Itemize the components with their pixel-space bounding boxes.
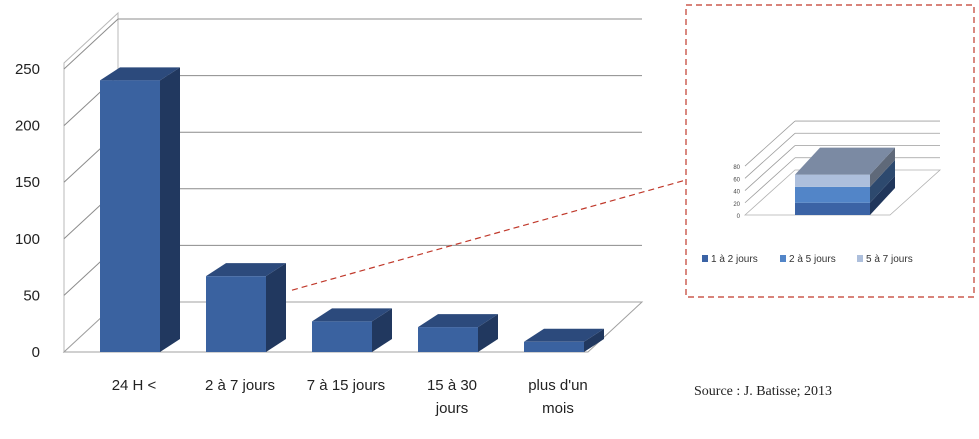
x-tick-label: mois <box>542 400 574 417</box>
y-tick-label: 0 <box>32 344 40 361</box>
x-tick-label: 24 H < <box>112 377 157 394</box>
main-bar-chart: 0 50 100 150 200 250 24 H < 2 à 7 jours 7 à 15 j… <box>15 11 687 417</box>
bar-top <box>524 328 604 342</box>
inset-y-tick-label: 60 <box>733 177 740 183</box>
bar-top <box>206 263 286 277</box>
bar <box>206 276 266 352</box>
inset-y-tick-label: 0 <box>737 214 741 220</box>
bar-side <box>478 314 498 352</box>
bar-side <box>372 308 392 352</box>
inset-gridline-depth <box>744 157 796 204</box>
inset-frame <box>685 4 975 298</box>
inset-y-tick-label: 40 <box>733 190 740 196</box>
inset-gridline-depth <box>744 132 796 179</box>
bar <box>312 321 372 352</box>
inset-legend-swatch <box>702 255 708 262</box>
y-tick-label: 200 <box>15 118 40 135</box>
source-caption: Source : J. Batisse; 2013 <box>694 384 833 399</box>
bar <box>418 327 478 352</box>
x-tick-label: 7 à 15 jours <box>307 377 385 394</box>
y-tick-label: 250 <box>15 61 40 78</box>
inset-bar-segment <box>795 174 870 187</box>
inset-gridline-depth <box>744 145 796 191</box>
x-tick-label: 2 à 7 jours <box>205 377 275 394</box>
inset-legend-label: 1 à 2 jours <box>711 254 758 265</box>
inset-legend-label: 5 à 7 jours <box>866 254 913 265</box>
inset-legend-label: 2 à 5 jours <box>789 254 836 265</box>
bar-top <box>312 308 392 322</box>
y-tick-label: 150 <box>15 174 40 191</box>
inset-bar-side <box>870 147 895 187</box>
y-tick-label: 50 <box>23 287 40 304</box>
inset-bar-side <box>870 159 895 203</box>
bar-side <box>160 67 180 352</box>
inset-legend-swatch <box>780 255 786 262</box>
connector-line <box>291 179 687 291</box>
bar <box>100 80 160 352</box>
y-tick-label: 100 <box>15 231 40 248</box>
x-tick-label: jours <box>435 400 469 417</box>
inset-y-tick-label: 80 <box>733 165 740 171</box>
bar-top <box>100 67 180 81</box>
inset-stacked-chart: 0 20 40 60 80 1 à 2 jours 2 à 5 jours 5 à 7 jou… <box>685 4 975 298</box>
inset-y-tick-label: 20 <box>733 202 740 208</box>
x-tick-label: 15 à 30 <box>427 377 477 394</box>
inset-bar-side <box>870 175 895 215</box>
inset-bar-top <box>795 147 895 175</box>
gridline-depth <box>63 18 119 70</box>
bar-side <box>266 263 286 352</box>
inset-legend-swatch <box>857 255 863 262</box>
inset-bar-segment <box>795 202 870 215</box>
bar-top <box>418 314 498 328</box>
bar <box>524 341 584 352</box>
bar-side <box>584 328 604 352</box>
inset-bar-segment <box>795 186 870 203</box>
inset-gridline-depth <box>744 120 796 167</box>
x-tick-label: plus d'un <box>528 377 588 394</box>
